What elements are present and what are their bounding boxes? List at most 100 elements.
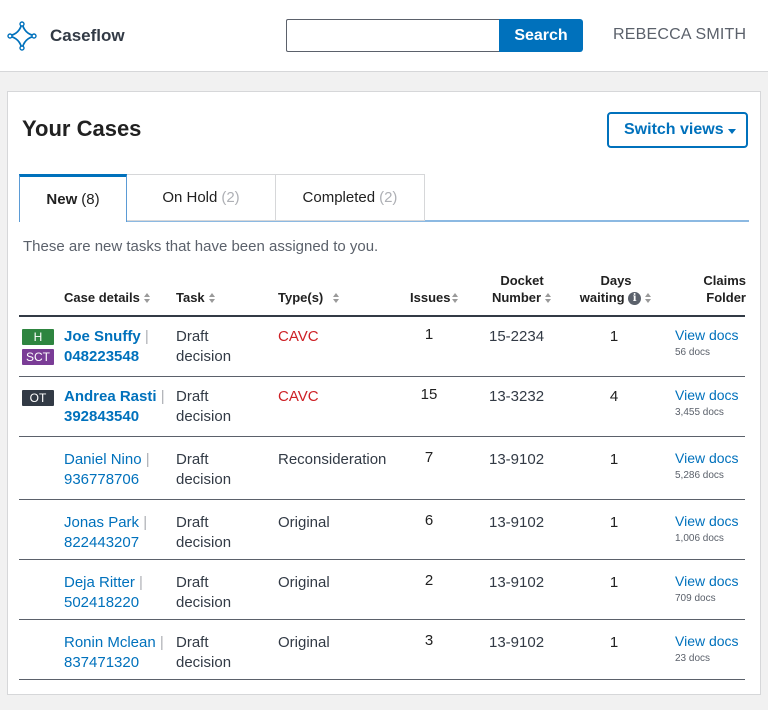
sort-icon: [143, 293, 151, 304]
tab-on-hold[interactable]: On Hold (2): [126, 174, 276, 221]
veteran-name-link[interactable]: Deja Ritter: [64, 574, 135, 591]
file-number-link[interactable]: 392843540: [64, 408, 140, 425]
docket-number-cell: 13-9102: [489, 514, 545, 531]
caret-down-icon: [728, 129, 736, 134]
column-header-label: Days: [600, 273, 632, 288]
claims-folder-cell: View docs 5,286 docs: [675, 450, 739, 483]
search-button[interactable]: Search: [499, 19, 583, 52]
app-header: Caseflow Search REBECCA SMITH: [0, 0, 768, 72]
column-header-label: Issues: [410, 290, 451, 305]
tab-completed[interactable]: Completed (2): [275, 174, 425, 221]
veteran-name-link[interactable]: Ronin Mclean: [64, 634, 156, 651]
ot-badge: OT: [22, 390, 54, 406]
claims-folder-cell: View docs 1,006 docs: [675, 513, 739, 546]
task-cell: Draft decision: [176, 450, 231, 490]
sct-badge: SCT: [22, 349, 54, 365]
view-docs-link[interactable]: View docs: [675, 387, 739, 403]
type-cell: Original: [278, 514, 330, 531]
table-row[interactable]: Daniel Nino | 936778706 Draft decision Recon…: [19, 437, 745, 500]
docket-number-cell: 15-2234: [489, 328, 545, 345]
column-header-case-details[interactable]: Case details: [64, 289, 151, 306]
task-text: Draft: [176, 451, 209, 468]
table-row[interactable]: OT Andrea Rasti | 392843540 Draft decision CA…: [19, 377, 745, 437]
docket-number-cell: 13-9102: [489, 451, 545, 468]
veteran-name-link[interactable]: Andrea Rasti: [64, 388, 157, 405]
tab-count: (2): [379, 189, 398, 206]
tab-count: (2): [221, 189, 240, 206]
sort-icon: [452, 293, 459, 304]
case-tabs: On Hold (2) Completed (2) New (8): [19, 174, 749, 222]
view-docs-link[interactable]: View docs: [675, 450, 739, 466]
column-header-issues[interactable]: Issues: [410, 289, 459, 306]
user-menu[interactable]: REBECCA SMITH: [613, 26, 747, 43]
column-header-label: Folder: [706, 290, 746, 305]
case-details-cell: Ronin Mclean | 837471320: [64, 633, 174, 673]
veteran-name-link[interactable]: Jonas Park: [64, 514, 140, 531]
file-number-link[interactable]: 936778706: [64, 471, 140, 488]
veteran-name-link[interactable]: Daniel Nino: [64, 451, 142, 468]
claims-folder-cell: View docs 3,455 docs: [675, 387, 739, 420]
app-name[interactable]: Caseflow: [50, 26, 125, 45]
column-header-types[interactable]: Type(s): [278, 289, 340, 306]
claims-folder-cell: View docs 23 docs: [675, 633, 739, 666]
switch-views-label: Switch views: [624, 121, 724, 138]
sort-icon: [208, 293, 216, 304]
file-number-link[interactable]: 822443207: [64, 534, 140, 551]
issues-cell: 7: [424, 449, 434, 466]
separator: |: [143, 514, 148, 531]
table-row[interactable]: Ronin Mclean | 837471320 Draft decision Orig…: [19, 620, 745, 680]
caseflow-logo-icon: [7, 21, 37, 51]
search-input[interactable]: [286, 19, 499, 52]
docs-count: 23 docs: [675, 653, 711, 664]
view-docs-link[interactable]: View docs: [675, 633, 739, 649]
file-number-link[interactable]: 502418220: [64, 594, 140, 611]
task-text: decision: [176, 348, 232, 365]
column-header-docket[interactable]: Docket Number: [490, 272, 554, 306]
type-cell: CAVC: [278, 328, 319, 345]
info-icon[interactable]: i: [628, 292, 642, 306]
sort-icon: [545, 293, 552, 304]
column-header-label: waiting: [579, 290, 625, 305]
column-header-task[interactable]: Task: [176, 289, 216, 306]
tab-label: On Hold: [162, 189, 218, 206]
column-header-claims-folder: Claims Folder: [680, 272, 746, 306]
separator: |: [160, 388, 165, 405]
docs-count: 3,455 docs: [675, 407, 724, 418]
page-title: Your Cases: [22, 116, 142, 141]
column-header-label: Claims: [703, 273, 746, 288]
table-row[interactable]: Jonas Park | 822443207 Draft decision Origin…: [19, 500, 745, 560]
tab-label: Completed: [302, 189, 376, 206]
task-text: Draft: [176, 634, 209, 651]
view-docs-link[interactable]: View docs: [675, 573, 739, 589]
tab-new[interactable]: New (8): [19, 174, 127, 222]
task-text: decision: [176, 408, 232, 425]
days-waiting-cell: 1: [609, 451, 619, 468]
tab-count: (8): [81, 191, 100, 208]
type-cell: CAVC: [278, 388, 319, 405]
days-waiting-cell: 4: [609, 388, 619, 405]
separator: |: [139, 574, 143, 591]
file-number-link[interactable]: 048223548: [64, 348, 140, 365]
column-header-label: Number: [491, 290, 542, 305]
tab-label: New: [46, 191, 78, 208]
task-text: decision: [176, 594, 232, 611]
table-row[interactable]: Deja Ritter | 502418220 Draft decision Origi…: [19, 560, 745, 620]
case-details-cell: Joe Snuffy | 048223548: [64, 327, 174, 367]
table-header-rule: [19, 315, 745, 317]
view-docs-link[interactable]: View docs: [675, 513, 739, 529]
table-row[interactable]: H SCT Joe Snuffy | 048223548 Draft decision CA…: [19, 317, 745, 377]
days-waiting-cell: 1: [609, 328, 619, 345]
task-text: Draft: [176, 328, 209, 345]
column-header-days-waiting[interactable]: Days waiting i: [576, 272, 656, 306]
type-cell: Original: [278, 574, 330, 591]
view-docs-link[interactable]: View docs: [675, 327, 739, 343]
hearing-badge: H: [22, 329, 54, 345]
veteran-name-link[interactable]: Joe Snuffy: [64, 328, 141, 345]
switch-views-button[interactable]: Switch views: [607, 112, 748, 148]
case-details-cell: Daniel Nino | 936778706: [64, 450, 174, 490]
task-cell: Draft decision: [176, 387, 231, 427]
case-details-cell: Deja Ritter | 502418220: [64, 573, 174, 613]
file-number-link[interactable]: 837471320: [64, 654, 140, 671]
separator: |: [144, 328, 149, 345]
type-cell: Reconsideration: [278, 451, 387, 468]
